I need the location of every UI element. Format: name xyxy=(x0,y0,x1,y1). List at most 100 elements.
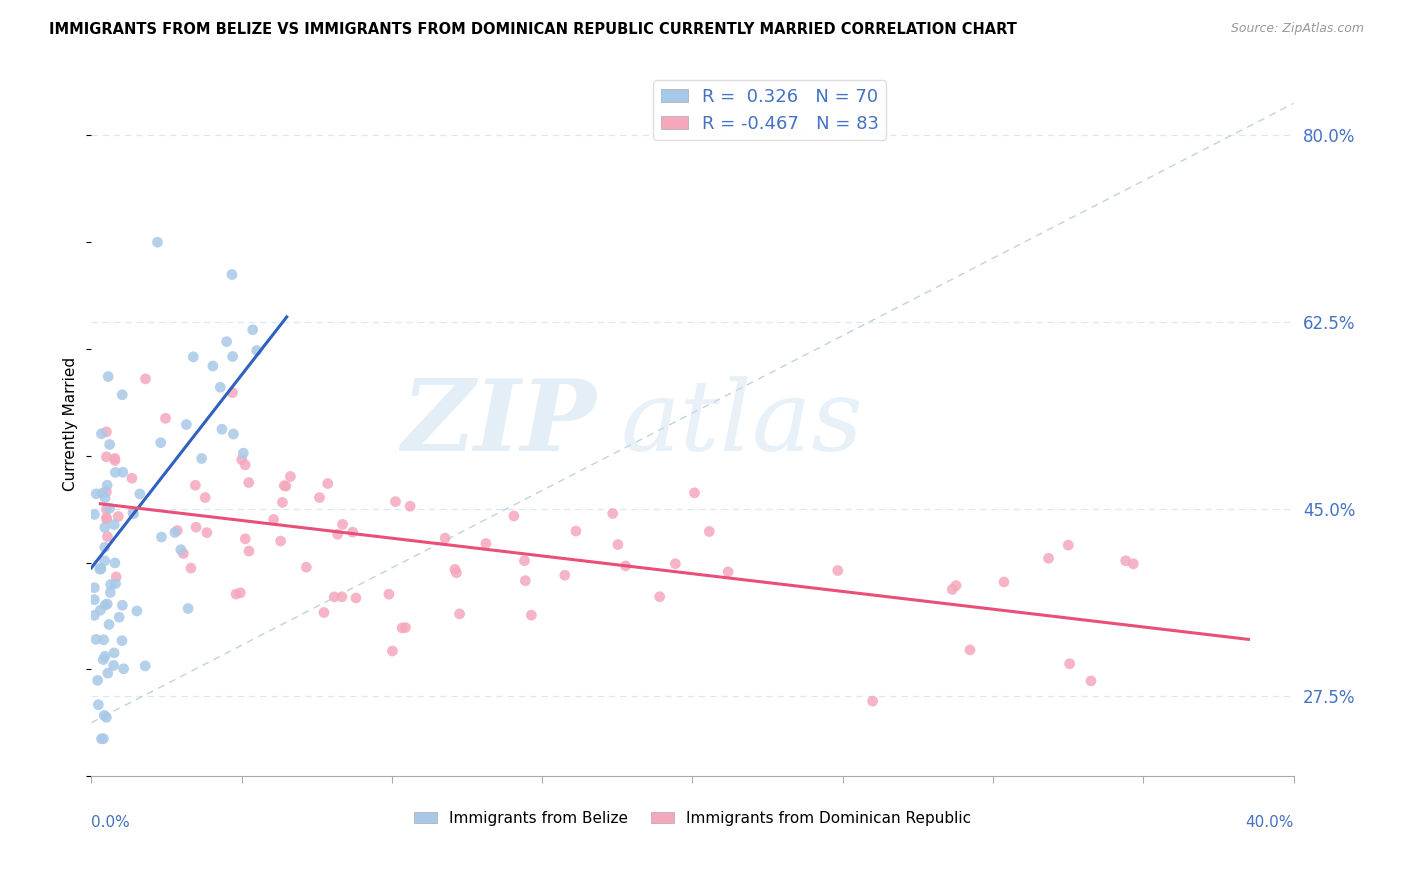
Point xyxy=(330,590,353,604)
Point xyxy=(201,359,224,373)
Point xyxy=(280,469,302,483)
Point xyxy=(614,558,637,573)
Point xyxy=(83,581,105,595)
Point xyxy=(103,517,125,532)
Point xyxy=(93,652,115,666)
Point xyxy=(195,525,218,540)
Point xyxy=(344,591,367,605)
Point xyxy=(862,694,884,708)
Point xyxy=(221,385,243,400)
Point xyxy=(96,597,118,611)
Point xyxy=(664,557,686,571)
Point xyxy=(96,510,118,524)
Point xyxy=(1122,557,1144,571)
Y-axis label: Currently Married: Currently Married xyxy=(63,357,79,491)
Point xyxy=(520,608,543,623)
Point xyxy=(104,451,127,466)
Point xyxy=(323,590,346,604)
Point xyxy=(381,644,404,658)
Point xyxy=(107,509,129,524)
Point xyxy=(513,554,536,568)
Point xyxy=(231,452,253,467)
Point xyxy=(104,466,127,480)
Point xyxy=(134,658,156,673)
Point xyxy=(554,568,576,582)
Point xyxy=(229,586,252,600)
Point xyxy=(146,235,169,250)
Point xyxy=(104,556,127,570)
Point xyxy=(87,698,110,712)
Point xyxy=(190,451,212,466)
Point xyxy=(96,450,118,464)
Point xyxy=(271,495,294,509)
Point xyxy=(181,350,204,364)
Point xyxy=(959,643,981,657)
Point xyxy=(96,502,118,516)
Point xyxy=(238,544,260,558)
Point xyxy=(602,507,624,521)
Text: 40.0%: 40.0% xyxy=(1246,815,1294,830)
Point xyxy=(90,731,112,746)
Point xyxy=(112,662,135,676)
Point xyxy=(648,590,671,604)
Point xyxy=(96,425,118,439)
Point xyxy=(233,532,256,546)
Point xyxy=(111,633,134,648)
Point xyxy=(89,562,111,576)
Point xyxy=(446,566,468,580)
Point xyxy=(565,524,588,538)
Point xyxy=(270,534,292,549)
Point xyxy=(394,621,416,635)
Legend: Immigrants from Belize, Immigrants from Dominican Republic: Immigrants from Belize, Immigrants from … xyxy=(408,805,977,832)
Point xyxy=(699,524,721,539)
Point xyxy=(502,508,524,523)
Point xyxy=(166,524,188,538)
Point xyxy=(90,426,112,441)
Point xyxy=(316,476,339,491)
Point xyxy=(215,334,238,349)
Point xyxy=(717,565,740,579)
Point xyxy=(83,592,105,607)
Point xyxy=(93,554,115,568)
Point xyxy=(122,505,145,519)
Point xyxy=(274,479,297,493)
Point xyxy=(98,617,121,632)
Point xyxy=(84,487,107,501)
Point xyxy=(170,542,193,557)
Point xyxy=(98,501,121,516)
Point xyxy=(1038,551,1060,566)
Point xyxy=(683,486,706,500)
Point xyxy=(128,487,150,501)
Point xyxy=(96,710,118,724)
Point xyxy=(342,525,364,540)
Point xyxy=(97,369,120,384)
Point xyxy=(121,471,143,485)
Point xyxy=(211,422,233,436)
Point xyxy=(263,512,285,526)
Point xyxy=(1057,538,1080,552)
Point xyxy=(93,632,115,647)
Point xyxy=(295,560,318,574)
Point xyxy=(184,478,207,492)
Point xyxy=(945,578,967,592)
Point xyxy=(97,666,120,681)
Point xyxy=(172,547,194,561)
Point xyxy=(233,458,256,472)
Point xyxy=(98,437,121,451)
Point xyxy=(242,323,264,337)
Point xyxy=(993,574,1015,589)
Point xyxy=(103,658,125,673)
Point xyxy=(111,388,134,402)
Point xyxy=(93,731,115,746)
Point xyxy=(399,500,422,514)
Point xyxy=(90,561,112,575)
Point xyxy=(1080,673,1102,688)
Point xyxy=(94,649,117,664)
Point xyxy=(184,520,207,534)
Text: Source: ZipAtlas.com: Source: ZipAtlas.com xyxy=(1230,22,1364,36)
Point xyxy=(89,603,111,617)
Point xyxy=(100,577,122,591)
Point xyxy=(326,527,349,541)
Point xyxy=(105,570,128,584)
Point xyxy=(91,486,114,500)
